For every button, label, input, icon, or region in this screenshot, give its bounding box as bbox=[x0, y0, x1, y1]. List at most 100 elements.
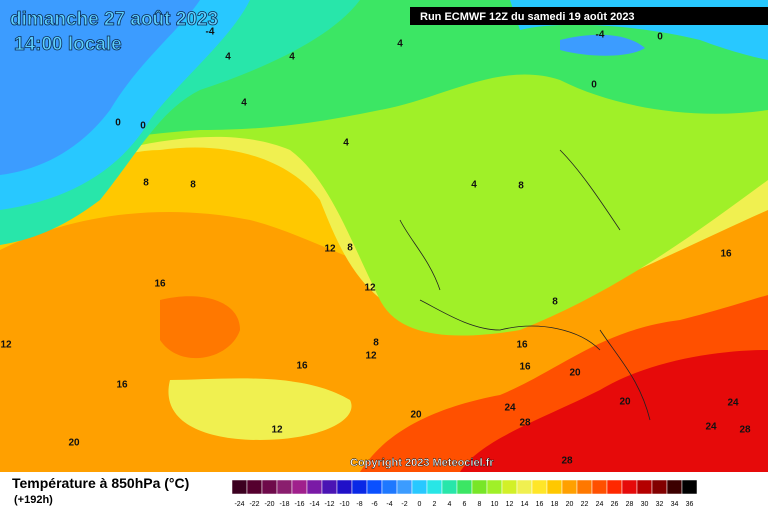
colorbar-swatch bbox=[621, 479, 638, 495]
colorbar-label: 18 bbox=[551, 501, 559, 508]
colorbar-label: -10 bbox=[339, 501, 349, 508]
contour-label: 12 bbox=[365, 351, 377, 362]
contour-label: 12 bbox=[0, 340, 12, 351]
colorbar-swatch bbox=[396, 479, 413, 495]
colorbar-swatch bbox=[351, 479, 368, 495]
colorbar-label: 26 bbox=[611, 501, 619, 508]
colorbar-swatch bbox=[666, 479, 683, 495]
colorbar-label: 16 bbox=[536, 501, 544, 508]
contour-label: 4 bbox=[225, 52, 231, 63]
colorbar-swatch bbox=[576, 479, 593, 495]
contour-label: 0 bbox=[140, 121, 146, 132]
field-m2 bbox=[0, 0, 200, 175]
contour-label: 12 bbox=[364, 283, 376, 294]
colorbar-swatch bbox=[276, 479, 293, 495]
contour-label: 0 bbox=[115, 118, 121, 129]
colorbar-swatch bbox=[291, 479, 308, 495]
colorbar-swatch bbox=[366, 479, 383, 495]
legend-lead: (+192h) bbox=[14, 494, 53, 506]
colorbar-label: 24 bbox=[596, 501, 604, 508]
colorbar-swatch bbox=[636, 479, 653, 495]
contour-label: 24 bbox=[705, 422, 717, 433]
contour-label: 20 bbox=[410, 410, 422, 421]
contour-label: 16 bbox=[519, 362, 531, 373]
field-22 bbox=[160, 296, 240, 359]
colorbar-label: 12 bbox=[506, 501, 514, 508]
colorbar-label: 20 bbox=[566, 501, 574, 508]
colorbar-swatch bbox=[321, 479, 338, 495]
copyright: Copyright 2023 Meteociel.fr bbox=[350, 457, 494, 469]
colorbar-swatch bbox=[471, 479, 488, 495]
colorbar-label: 4 bbox=[448, 501, 452, 508]
contour-label: 8 bbox=[190, 180, 196, 191]
colorbar-swatch bbox=[306, 479, 323, 495]
colorbar-label: 6 bbox=[463, 501, 467, 508]
colorbar-swatch bbox=[231, 479, 248, 495]
contour-label: 16 bbox=[154, 279, 166, 290]
contour-label: -4 bbox=[206, 27, 215, 38]
coastlines bbox=[399, 149, 651, 421]
colorbar-label: 30 bbox=[641, 501, 649, 508]
field-m4-north bbox=[560, 34, 645, 56]
contour-label: 28 bbox=[519, 418, 531, 429]
colorbar-label: -2 bbox=[401, 501, 407, 508]
contour-label: 4 bbox=[471, 180, 477, 191]
legend-title: Température à 850hPa (°C) bbox=[12, 475, 189, 491]
date-text: dimanche 27 août 2023 bbox=[10, 9, 218, 30]
colorbar-swatch bbox=[456, 479, 473, 495]
contour-label: 24 bbox=[727, 398, 739, 409]
colorbar-swatch bbox=[426, 479, 443, 495]
colorbar-label: 14 bbox=[521, 501, 529, 508]
colorbar-label: -6 bbox=[371, 501, 377, 508]
contour-label: 16 bbox=[516, 340, 528, 351]
run-text: Run ECMWF 12Z du samedi 19 août 2023 bbox=[420, 11, 635, 23]
colorbar-swatch bbox=[246, 479, 263, 495]
contour-label: 12 bbox=[271, 425, 283, 436]
field-28 bbox=[460, 350, 768, 472]
colorbar-swatch bbox=[441, 479, 458, 495]
colorbar-label: 0 bbox=[418, 501, 422, 508]
contour-label: 28 bbox=[739, 425, 751, 436]
colorbar-label: -20 bbox=[264, 501, 274, 508]
colorbar-swatch bbox=[681, 479, 698, 495]
time-text: 14:00 locale bbox=[14, 34, 122, 55]
colorbar-swatch bbox=[531, 479, 548, 495]
colorbar-swatch bbox=[261, 479, 278, 495]
contour-label: 24 bbox=[504, 403, 516, 414]
contour-label: 8 bbox=[347, 243, 353, 254]
colorbar-swatch bbox=[501, 479, 518, 495]
colorbar-label: -18 bbox=[279, 501, 289, 508]
colorbar-label: -22 bbox=[249, 501, 259, 508]
contour-label: 12 bbox=[324, 244, 336, 255]
colorbar-swatch bbox=[561, 479, 578, 495]
colorbar-swatch bbox=[336, 479, 353, 495]
run-box bbox=[410, 7, 768, 25]
colorbar-label: 8 bbox=[478, 501, 482, 508]
contour-label: 4 bbox=[343, 138, 349, 149]
contour-label: 20 bbox=[619, 397, 631, 408]
colorbar-label: 10 bbox=[491, 501, 499, 508]
colorbar-label: -16 bbox=[294, 501, 304, 508]
contour-label: 28 bbox=[561, 456, 573, 467]
contour-label: 16 bbox=[296, 361, 308, 372]
colorbar-label: 36 bbox=[686, 501, 694, 508]
contour-label: 20 bbox=[569, 368, 581, 379]
contour-label: 4 bbox=[289, 52, 295, 63]
colorbar-label: 28 bbox=[626, 501, 634, 508]
colorbar-swatch bbox=[651, 479, 668, 495]
colorbar-label: -14 bbox=[309, 501, 319, 508]
colorbar-label: -24 bbox=[234, 501, 244, 508]
contour-label: 20 bbox=[68, 438, 80, 449]
contour-label: 16 bbox=[720, 249, 732, 260]
colorbar-label: 32 bbox=[656, 501, 664, 508]
colorbar-swatch bbox=[381, 479, 398, 495]
contour-label: 16 bbox=[116, 380, 128, 391]
contour-label: -4 bbox=[596, 30, 605, 41]
colorbar-swatch bbox=[516, 479, 533, 495]
contour-label: 4 bbox=[397, 39, 403, 50]
colorbar-label: -12 bbox=[324, 501, 334, 508]
contour-label: 8 bbox=[373, 338, 379, 349]
contour-label: 0 bbox=[657, 32, 663, 43]
